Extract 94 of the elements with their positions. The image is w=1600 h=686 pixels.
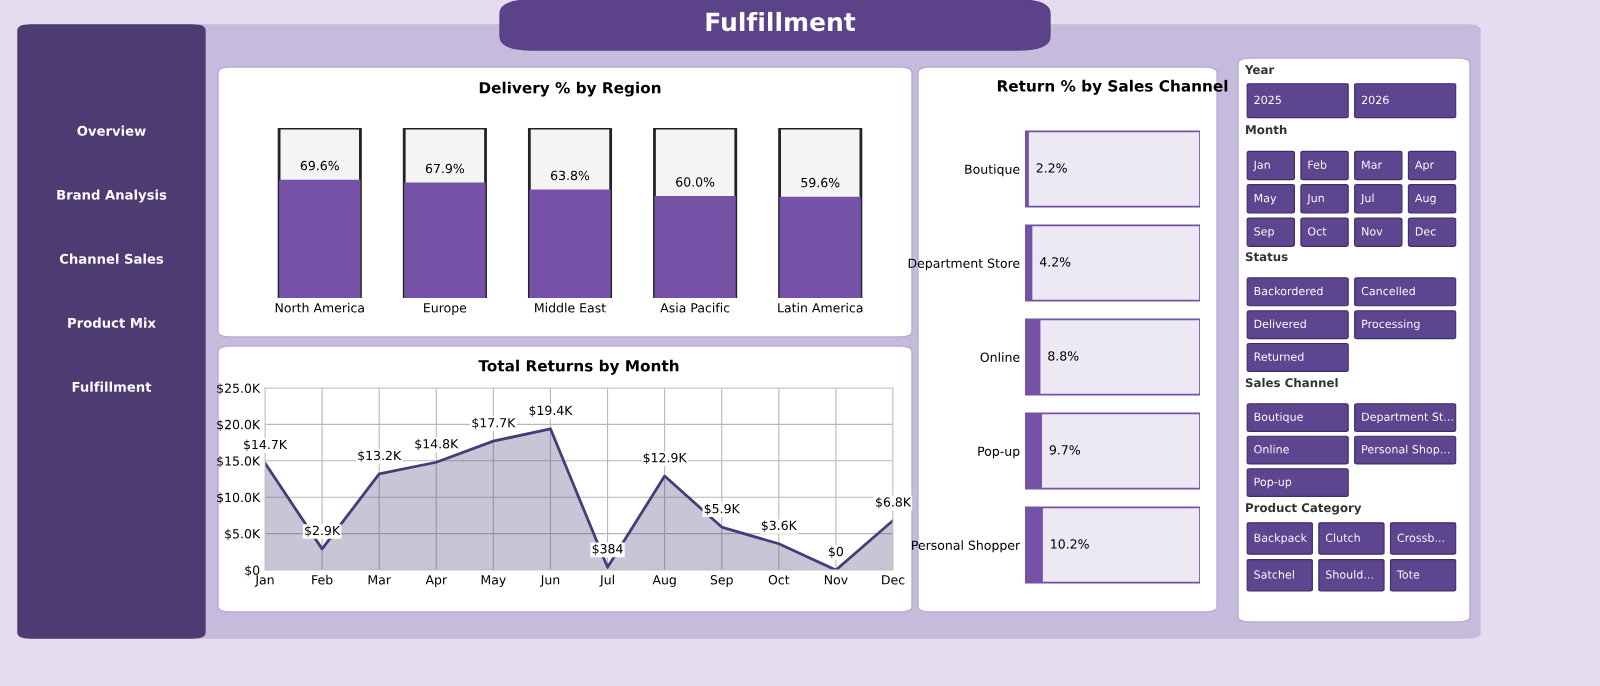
y-tick-label: $5.0K (225, 528, 261, 541)
x-tick-label: Middle East (535, 302, 606, 313)
y-tick-label: Personal Shopper (912, 540, 1021, 553)
text: Clutch (1325, 533, 1360, 542)
text: Overview (77, 125, 146, 136)
x-tick-label: Nov (824, 575, 848, 585)
x-tick-label: Dec (882, 575, 905, 585)
x-tick-label: Aug (652, 575, 676, 587)
text: Personal Shop... (1362, 444, 1450, 456)
data-label: 69.6% (300, 160, 339, 171)
text: Backordered (1254, 286, 1323, 296)
text: 2026 (1361, 95, 1389, 105)
text: Dec (1415, 227, 1436, 236)
text: Oct (1307, 227, 1327, 236)
data-label: 2.2% (1036, 163, 1067, 173)
x-tick-label: Oct (768, 575, 790, 585)
text: $12.9K (643, 452, 687, 465)
text: May (1254, 193, 1277, 205)
text: Backpack (1254, 533, 1307, 545)
text: Product Mix (68, 317, 156, 328)
data-label: 60.0% (676, 177, 715, 187)
text: Boutique (1254, 412, 1303, 424)
x-tick-label: Mar (368, 575, 391, 585)
x-tick-label: Feb (312, 574, 333, 585)
data-label: 59.6% (801, 177, 840, 188)
text: Jun (1306, 193, 1324, 205)
y-tick-label: Pop-up (978, 446, 1020, 459)
y-tick-label: $15.0K (217, 456, 261, 468)
text: $384 (592, 543, 623, 556)
x-tick-label: Jun (540, 575, 560, 587)
text: Feb (1308, 160, 1327, 169)
text: Online (1254, 444, 1289, 454)
text: $14.7K (244, 439, 288, 451)
data-label: 4.2% (1039, 257, 1071, 267)
text: $5.9K (704, 503, 740, 515)
text: Sep (1254, 227, 1274, 238)
text: $14.8K (415, 438, 459, 451)
text: Should... (1326, 570, 1373, 579)
text: Jan (1253, 160, 1270, 171)
text: Product Category (1246, 503, 1362, 515)
text: $6.8K (876, 497, 912, 509)
text: Crossb... (1397, 533, 1444, 542)
text: Tote (1396, 570, 1420, 579)
text: Brand Analysis (57, 189, 167, 203)
text: Returned (1254, 352, 1304, 361)
text: Fulfillment (72, 381, 152, 392)
text: Year (1244, 65, 1275, 75)
text: Sales Channel (1245, 378, 1338, 388)
text: $13.2K (358, 450, 402, 462)
y-tick-label: $20.0K (217, 419, 261, 431)
data-label: 10.2% (1051, 539, 1089, 549)
y-tick-label: Boutique (965, 164, 1020, 177)
text: Nov (1362, 227, 1383, 236)
text: Fulfillment (706, 11, 856, 32)
chart-title: Return % by Sales Channel (997, 79, 1228, 95)
data-label: 8.8% (1048, 351, 1079, 361)
x-tick-label: North America (275, 302, 364, 313)
x-tick-label: Jan (254, 575, 274, 587)
y-tick-label: Department Store (908, 258, 1020, 271)
text: Aug (1414, 193, 1436, 205)
chart-title: Total Returns by Month (478, 359, 679, 375)
text: Mar (1362, 160, 1383, 169)
data-label: 9.7% (1049, 445, 1080, 455)
x-tick-label: Asia Pacific (660, 302, 730, 313)
text: Delivered (1254, 319, 1306, 329)
text: Apr (1414, 160, 1435, 172)
y-tick-label: $0 (245, 565, 260, 577)
text: Month (1246, 125, 1287, 135)
y-tick-label: $25.0K (217, 383, 261, 395)
text: Processing (1362, 319, 1420, 331)
text: Department St... (1362, 412, 1453, 424)
text: Cancelled (1361, 286, 1415, 296)
x-tick-label: Jul (599, 574, 614, 587)
y-tick-label: Online (980, 352, 1020, 362)
x-tick-label: Europe (424, 303, 467, 315)
text: $19.4K (529, 405, 573, 417)
x-tick-label: Latin America (778, 302, 863, 313)
text: Satchel (1254, 570, 1294, 579)
x-tick-label: Sep (710, 575, 733, 587)
x-tick-label: May (481, 575, 506, 587)
data-label: 67.9% (425, 163, 465, 174)
text: $17.7K (472, 417, 516, 430)
text: Jul (1360, 193, 1374, 205)
text: Status (1245, 252, 1288, 262)
text: $0 (828, 546, 844, 558)
text: $2.9K (305, 525, 341, 537)
text: $3.6K (761, 520, 798, 532)
text: 2025 (1254, 95, 1281, 105)
y-tick-label: $10.0K (217, 492, 261, 504)
x-tick-label: Apr (425, 575, 448, 587)
data-label: 63.8% (551, 170, 590, 181)
text: Pop-up (1254, 477, 1292, 489)
text: Channel Sales (59, 253, 164, 264)
chart-title: Delivery % by Region (479, 81, 661, 97)
